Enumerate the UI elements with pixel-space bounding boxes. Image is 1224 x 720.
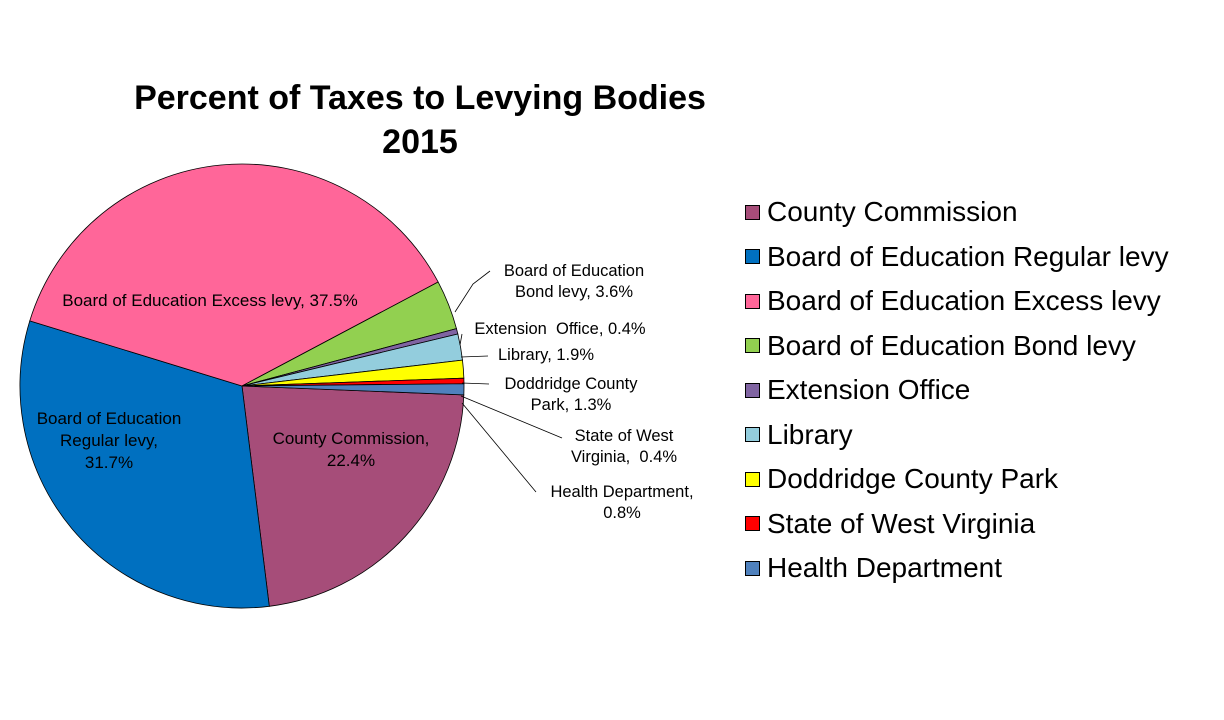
legend-item-state-of-west-virginia: State of West Virginia	[745, 502, 1169, 547]
data-label-health-department: Health Department, 0.8%	[550, 483, 693, 522]
legend-swatch	[745, 427, 760, 443]
legend-swatch	[745, 560, 760, 576]
legend-swatch	[745, 471, 760, 487]
chart-title-line1: Percent of Taxes to Levying Bodies	[134, 79, 706, 117]
pie-slice-board-of-education-regular-levy	[19, 320, 270, 609]
data-label-doddridge-county-park: Doddridge County Park, 1.3%	[505, 375, 639, 414]
data-label-library: Library, 1.9%	[498, 346, 594, 364]
legend-swatch	[745, 293, 760, 309]
leader-line-board-of-education-bond-levy	[454, 270, 491, 313]
legend-label: Doddridge County Park	[767, 463, 1059, 495]
leader-line-health-department	[461, 402, 537, 493]
leader-line-state-of-west-virginia	[460, 395, 563, 439]
legend-swatch	[745, 516, 760, 532]
legend-label: Board of Education Bond levy	[767, 329, 1136, 361]
legend-label: Board of Education Excess levy	[767, 285, 1161, 317]
chart-title-line2: 2015	[382, 123, 458, 161]
data-label-board-of-education-bond-levy: Board of Education Bond levy, 3.6%	[504, 262, 644, 301]
legend-label: Health Department	[767, 552, 1003, 584]
legend: County Commission Board of Education Regu…	[745, 190, 1169, 591]
legend-item-board-of-education-regular-levy: Board of Education Regular levy	[745, 235, 1169, 280]
leader-line-doddridge-county-park	[461, 382, 490, 385]
data-label-board-of-education-regular-levy: Board of Education Regular levy, 31.7%	[37, 409, 182, 472]
legend-item-library: Library	[745, 413, 1169, 458]
leader-line-library	[460, 355, 489, 358]
legend-swatch	[745, 382, 760, 398]
data-label-board-of-education-excess-levy: Board of Education Excess levy, 37.5%	[62, 291, 357, 310]
data-label-county-commission: County Commission, 22.4%	[273, 429, 430, 470]
chart-title: Percent of Taxes to Levying Bodies 2015	[40, 76, 800, 164]
legend-label: State of West Virginia	[767, 507, 1036, 539]
legend-item-board-of-education-excess-levy: Board of Education Excess levy	[745, 279, 1169, 324]
legend-swatch	[745, 338, 760, 354]
legend-swatch	[745, 249, 760, 265]
leader-line-extension-office	[459, 333, 463, 346]
legend-label: Extension Office	[767, 374, 971, 406]
legend-label: Library	[767, 418, 853, 450]
legend-item-county-commission: County Commission	[745, 190, 1169, 235]
pie-slice-board-of-education-excess-levy	[29, 163, 439, 387]
pie-slice-health-department	[241, 383, 465, 396]
pie-slice-county-commission	[241, 385, 465, 607]
legend-item-board-of-education-bond-levy: Board of Education Bond levy	[745, 324, 1169, 369]
legend-item-extension-office: Extension Office	[745, 368, 1169, 413]
legend-item-doddridge-county-park: Doddridge County Park	[745, 457, 1169, 502]
legend-item-health-department: Health Department	[745, 546, 1169, 591]
legend-swatch	[745, 204, 760, 220]
legend-label: County Commission	[767, 196, 1018, 228]
data-label-state-of-west-virginia: State of West Virginia, 0.4%	[571, 427, 677, 466]
legend-label: Board of Education Regular levy	[767, 240, 1169, 272]
data-label-extension-office: Extension Office, 0.4%	[474, 320, 646, 338]
